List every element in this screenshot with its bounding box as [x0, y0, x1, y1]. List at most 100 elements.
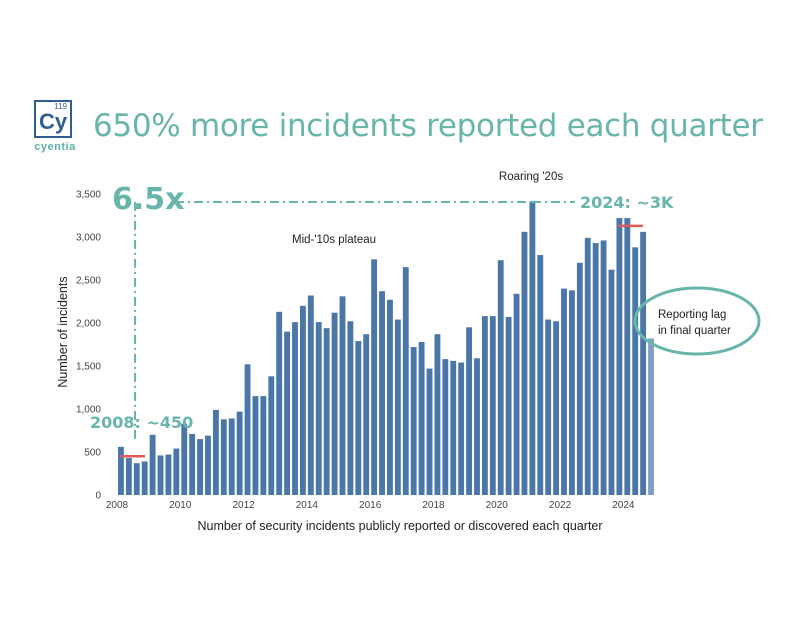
bar-2013-q4 — [300, 305, 306, 495]
bar-2018-q3 — [450, 360, 457, 495]
bar-2015-q4 — [363, 334, 370, 495]
bar-2022-q3 — [576, 262, 583, 495]
x-tick-label: 2010 — [169, 500, 192, 511]
y-axis: 0 500 1,000 1,500 2,000 2,500 3,000 3,500 Number… — [56, 190, 101, 502]
logo-box: 119 Cy — [34, 100, 72, 138]
bar-2014-q3 — [323, 328, 330, 495]
bar-2022-q2 — [569, 290, 575, 495]
bar-2024-q4 — [648, 338, 654, 495]
bar-2009-q1 — [149, 434, 156, 495]
bar-2016-q4 — [394, 319, 401, 495]
x-tick-label: 2022 — [549, 500, 572, 511]
x-tick-label: 2014 — [296, 500, 319, 511]
bar-2024-q1 — [624, 218, 631, 495]
bar-2010-q3 — [197, 439, 203, 495]
bar-2013-q1 — [276, 311, 283, 495]
bar-2009-q4 — [173, 448, 180, 495]
y-tick-label: 3,500 — [76, 190, 101, 201]
bar-2012-q1 — [244, 364, 251, 495]
bar-2020-q2 — [505, 316, 512, 495]
bar-2024-q2 — [632, 247, 639, 495]
bar-2010-q4 — [205, 435, 211, 495]
reference-label-2008: 2008: ~450 — [90, 413, 193, 432]
logo-number: 119 — [54, 102, 67, 111]
bar-2011-q1 — [212, 409, 219, 495]
bar-2022-q1 — [561, 288, 567, 495]
bar-2017-q1 — [402, 267, 409, 495]
bar-2020-q3 — [513, 293, 520, 495]
bar-2014-q2 — [315, 322, 322, 495]
bar-2020-q4 — [521, 231, 528, 495]
bar-2018-q4 — [458, 362, 465, 495]
x-tick-label: 2012 — [232, 500, 255, 511]
x-axis: 2008 2010 2012 2014 2016 2018 2020 2022 2024 Numb… — [106, 500, 635, 533]
bar-2020-q1 — [497, 260, 504, 495]
x-tick-label: 2020 — [486, 500, 509, 511]
y-tick-label: 1,500 — [76, 362, 101, 373]
bar-2016-q3 — [387, 299, 393, 495]
y-axis-label: Number of incidents — [56, 276, 70, 387]
bar-2011-q4 — [236, 411, 243, 495]
reporting-lag-label-line2: in final quarter — [658, 325, 731, 337]
bar-2019-q4 — [489, 316, 496, 495]
bar-2024-q3 — [640, 231, 647, 495]
bar-2021-q4 — [553, 321, 560, 495]
x-axis-label: Number of security incidents publicly re… — [197, 519, 602, 533]
bar-2019-q3 — [481, 316, 488, 495]
reporting-lag-ellipse — [633, 286, 761, 356]
bar-2021-q3 — [545, 319, 552, 495]
bar-2012-q4 — [268, 376, 275, 495]
multiplier-label: 6.5x — [112, 182, 185, 217]
cyentia-logo: 119 Cy cyentia — [34, 100, 76, 158]
bar-2023-q3 — [608, 269, 615, 495]
bar-2011-q2 — [220, 419, 227, 495]
bar-2022-q4 — [584, 237, 591, 496]
page-title: 650% more incidents reported each quarte… — [93, 108, 763, 144]
bar-2015-q3 — [355, 341, 362, 495]
y-tick-label: 500 — [84, 448, 101, 459]
bar-2015-q1 — [339, 296, 346, 495]
bar-2008-q1 — [118, 446, 124, 495]
logo-symbol: Cy — [39, 109, 68, 134]
bar-2023-q4 — [616, 218, 623, 495]
bar-2010-q1 — [181, 423, 188, 495]
bar-2009-q2 — [157, 455, 164, 495]
reference-label-2024: 2024: ~3K — [580, 193, 674, 212]
bar-2016-q2 — [379, 291, 385, 495]
bar-2021-q1 — [529, 201, 536, 496]
bar-2014-q1 — [307, 295, 314, 495]
bar-2012-q3 — [260, 396, 267, 495]
bar-2014-q4 — [331, 312, 338, 495]
bar-2017-q2 — [410, 347, 417, 495]
bar-2017-q4 — [426, 368, 433, 495]
bar-2018-q1 — [434, 334, 441, 495]
bar-2018-q2 — [442, 359, 449, 495]
bar-2008-q3 — [133, 463, 140, 495]
reporting-lag-label-line1: Reporting lag — [658, 309, 726, 321]
mid-plateau-label: Mid-'10s plateau — [292, 234, 376, 246]
y-tick-label: 2,500 — [76, 276, 101, 287]
bars-group — [118, 201, 654, 496]
bar-2023-q2 — [600, 240, 607, 495]
annotations-group: 6.5x 2008: ~450 2024: ~3K Mid-'10s plateau R… — [90, 171, 761, 458]
bar-2008-q4 — [141, 461, 148, 495]
bar-2016-q1 — [371, 259, 378, 495]
logo-wordmark: cyentia — [34, 141, 76, 153]
bar-2013-q2 — [284, 331, 291, 495]
x-tick-label: 2018 — [422, 500, 445, 511]
bar-2023-q1 — [592, 243, 599, 495]
bar-2011-q3 — [228, 418, 235, 495]
bar-2009-q3 — [165, 454, 172, 495]
roaring-label: Roaring '20s — [499, 171, 563, 183]
bar-2017-q3 — [418, 341, 425, 495]
y-tick-label: 3,000 — [76, 233, 101, 244]
y-tick-label: 1,000 — [76, 405, 101, 416]
bar-2012-q2 — [252, 396, 259, 495]
bar-2015-q2 — [347, 321, 354, 495]
y-tick-label: 2,000 — [76, 319, 101, 330]
bar-2010-q2 — [189, 433, 196, 495]
x-tick-label: 2016 — [359, 500, 382, 511]
bar-2008-q2 — [125, 458, 132, 495]
bar-2021-q2 — [537, 255, 544, 495]
